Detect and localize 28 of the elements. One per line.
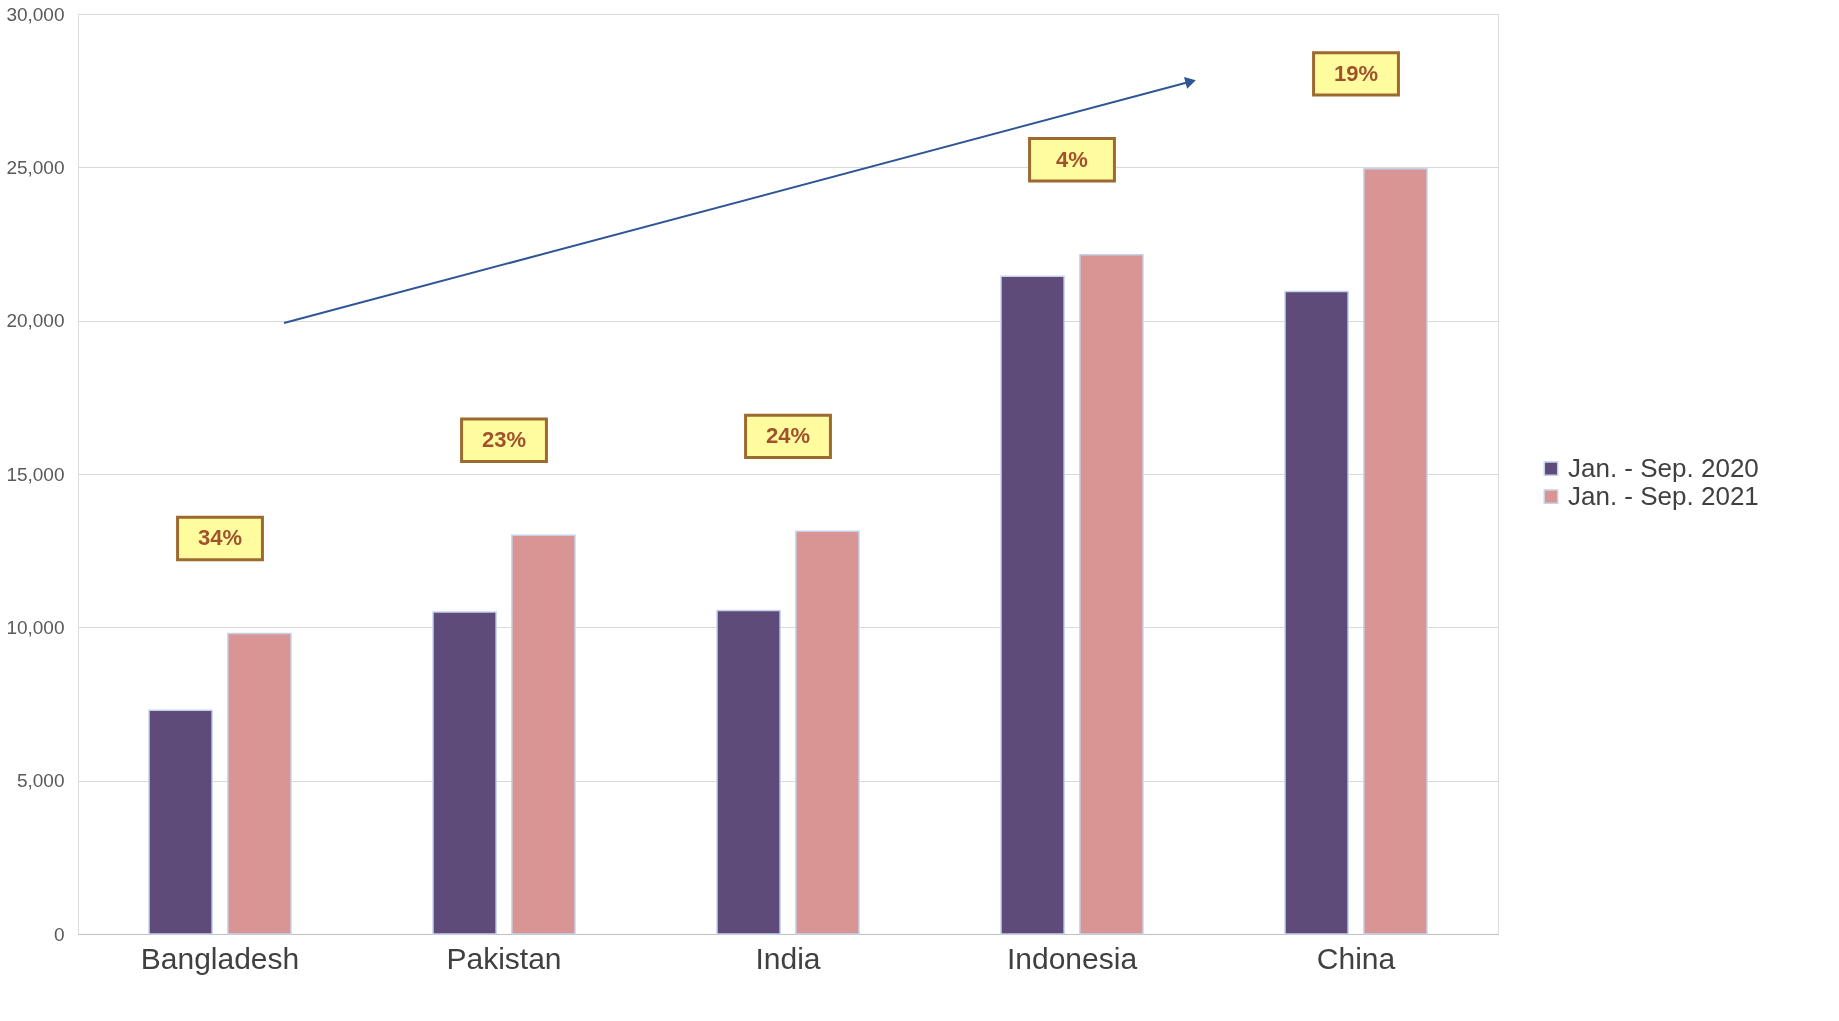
bar — [1000, 275, 1065, 935]
x-tick-label: Pakistan — [446, 941, 562, 975]
annotation: 4% — [1056, 146, 1088, 172]
x-tick-label: India — [755, 941, 821, 975]
y-tick-label: 0 — [53, 923, 65, 945]
annotation: 24% — [765, 423, 811, 449]
bar — [511, 534, 576, 935]
x-tick-label: Indonesia — [1006, 941, 1138, 975]
y-tick-label: 10,000 — [6, 616, 65, 638]
annotation: 19% — [1333, 60, 1379, 86]
annotation: 23% — [481, 427, 527, 453]
y-tick-label: 20,000 — [6, 310, 65, 332]
bar — [1363, 168, 1428, 935]
bar — [716, 609, 781, 935]
annotation: 34% — [197, 525, 243, 551]
bar — [795, 530, 860, 935]
x-tick-label: China — [1316, 941, 1396, 975]
bar — [1079, 253, 1144, 935]
bar — [432, 611, 497, 935]
bar — [227, 632, 292, 935]
x-tick-label: Bangladesh — [140, 941, 300, 975]
bar — [1284, 290, 1349, 935]
legend-label: Jan. - Sep. 2020 — [1568, 452, 1759, 483]
bar — [148, 709, 213, 935]
y-tick-label: 30,000 — [6, 3, 65, 25]
y-tick-label: 25,000 — [6, 156, 65, 178]
y-tick-label: 5,000 — [16, 770, 65, 792]
y-tick-label: 15,000 — [6, 463, 65, 485]
